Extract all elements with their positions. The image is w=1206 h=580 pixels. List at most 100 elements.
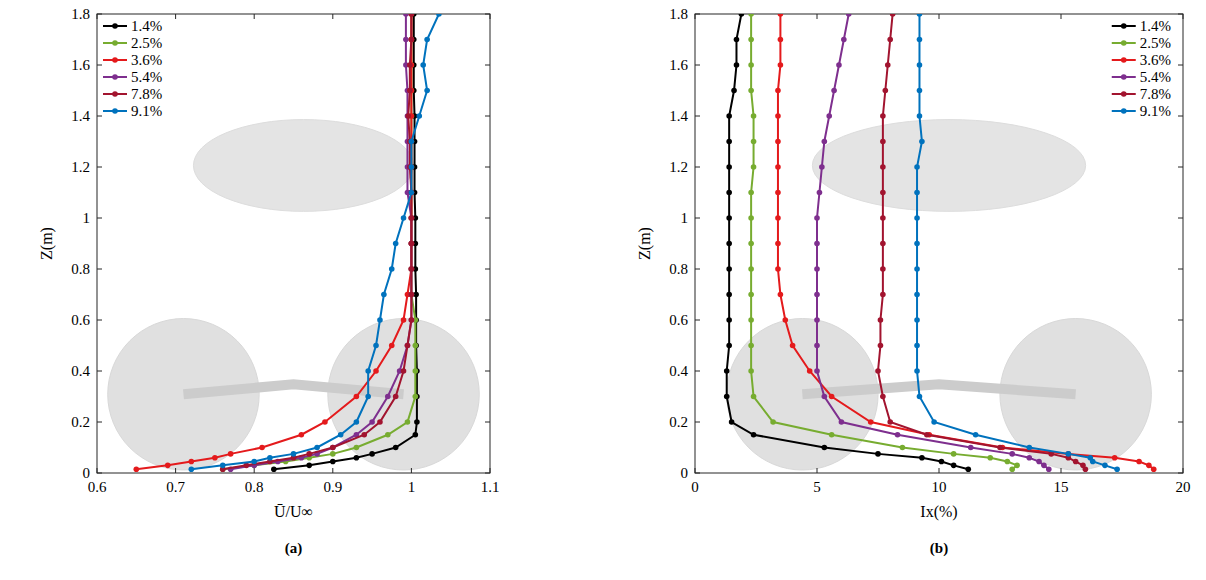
data-point [409, 241, 415, 247]
data-point [939, 459, 945, 465]
data-point [377, 419, 383, 425]
y-tick [485, 65, 490, 66]
data-point [377, 317, 383, 323]
data-point [409, 37, 415, 43]
x-tick [1061, 468, 1062, 473]
data-point [726, 343, 732, 349]
y-tick-label: 1.6 [71, 57, 90, 73]
panel: 0510152000.20.40.60.811.21.41.61.8Ix(%)Z… [636, 6, 1191, 557]
data-point [354, 445, 360, 451]
data-point [900, 445, 906, 451]
data-point [354, 419, 360, 425]
data-point [775, 266, 781, 272]
y-tick [97, 65, 102, 66]
data-point [778, 14, 784, 17]
profile-line [231, 14, 412, 469]
data-point [409, 190, 415, 196]
data-point [330, 451, 336, 457]
data-point [393, 394, 399, 400]
data-point [365, 368, 371, 374]
y-tick [1178, 422, 1183, 423]
x-tick [490, 468, 491, 473]
data-point [917, 113, 923, 119]
data-point [407, 62, 413, 68]
x-tick-label: 0.7 [166, 479, 185, 495]
data-point [726, 215, 732, 221]
y-tick [485, 371, 490, 372]
y-tick [1178, 218, 1183, 219]
data-point [826, 113, 832, 119]
data-point [919, 455, 925, 461]
legend-item: 2.5% [103, 35, 162, 51]
y-tick-label: 0 [681, 465, 689, 481]
data-point [883, 88, 889, 94]
data-point [748, 62, 754, 68]
legend-item: 1.4% [103, 18, 162, 34]
data-point [354, 394, 360, 400]
data-point [369, 451, 375, 457]
data-point [817, 190, 823, 196]
data-point [409, 190, 415, 196]
x-tick-label: 20 [1176, 479, 1191, 495]
data-point [931, 419, 937, 425]
data-point [726, 113, 732, 119]
y-tick [485, 473, 490, 474]
data-point [409, 215, 415, 221]
profile-line [191, 14, 439, 469]
legend-item: 9.1% [103, 103, 162, 119]
x-tick [939, 14, 940, 19]
y-tick [97, 167, 102, 168]
data-point [726, 317, 732, 323]
data-point [887, 37, 893, 43]
x-tick [254, 14, 255, 19]
y-tick-label: 1 [681, 210, 689, 226]
data-point [409, 37, 415, 43]
data-point [409, 215, 415, 221]
data-point [878, 317, 884, 323]
data-point [775, 164, 781, 170]
x-tick [411, 468, 412, 473]
data-point [330, 459, 336, 465]
panel-label: (b) [930, 540, 948, 557]
y-tick [695, 218, 700, 219]
legend-marker [1121, 23, 1127, 29]
data-point [748, 343, 754, 349]
data-point [212, 455, 218, 461]
data-point [726, 190, 732, 196]
data-point [880, 394, 886, 400]
data-point [1136, 459, 1142, 465]
data-point [917, 37, 923, 43]
data-point [875, 451, 881, 457]
y-tick [695, 422, 700, 423]
y-tick [97, 14, 102, 15]
data-point [369, 419, 375, 425]
y-tick-label: 1.6 [669, 57, 688, 73]
data-point [895, 432, 901, 438]
data-point [951, 463, 957, 469]
data-point [401, 317, 407, 323]
x-tick [175, 14, 176, 19]
data-point [880, 241, 886, 247]
data-point [338, 432, 344, 438]
y-tick [695, 167, 700, 168]
data-point [880, 292, 886, 298]
y-tick [1178, 65, 1183, 66]
y-tick [485, 218, 490, 219]
data-point [409, 215, 415, 221]
data-point [381, 292, 387, 298]
data-point [393, 241, 399, 247]
data-point [775, 190, 781, 196]
data-point [880, 190, 886, 196]
data-point [734, 37, 740, 43]
y-tick-label: 0.2 [71, 414, 90, 430]
data-point [807, 368, 813, 374]
legend-label: 7.8% [1140, 86, 1171, 102]
data-point [409, 292, 415, 298]
data-point [914, 343, 920, 349]
y-tick-label: 0.4 [71, 363, 90, 379]
legend-item: 9.1% [1112, 103, 1171, 119]
legend-label: 2.5% [1140, 35, 1171, 51]
data-point [393, 445, 399, 451]
data-point [748, 88, 754, 94]
legend-marker [112, 40, 118, 46]
